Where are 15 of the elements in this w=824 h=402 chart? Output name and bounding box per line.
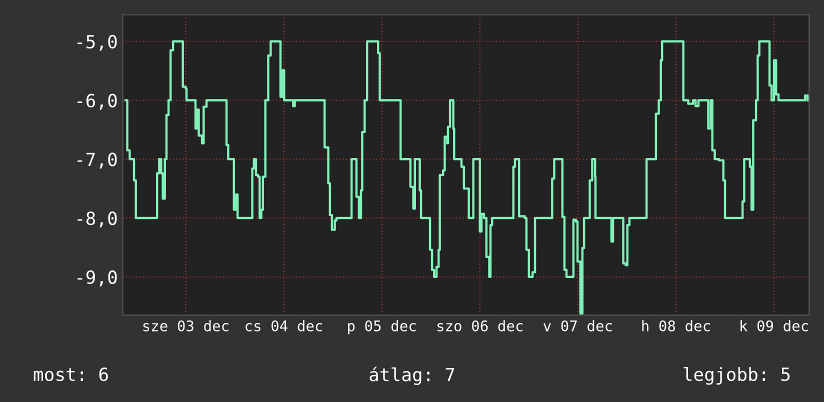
- x-tick-label: k 09 dec: [740, 320, 808, 332]
- y-tick-label: -6,0: [78, 94, 117, 110]
- y-tick-label: -5,0: [78, 34, 117, 51]
- x-tick-label: sze 03 dec: [143, 320, 228, 332]
- text: legjobb: 5: [684, 367, 790, 385]
- x-tick-label: p 05 dec: [348, 320, 416, 334]
- y-tick-label: -7,0: [78, 152, 117, 169]
- x-tick-label: v 07 dec: [544, 320, 612, 332]
- y-tick-label: -9,0: [78, 270, 117, 286]
- x-tick-label: szo 06 dec: [437, 320, 523, 332]
- x-tick-label: cs 04 dec: [246, 320, 322, 332]
- y-tick-label: -8,0: [78, 212, 117, 228]
- text: átlag: 7: [370, 366, 454, 386]
- text: most: 6: [34, 368, 108, 382]
- x-tick-label: h 08 dec: [642, 320, 710, 332]
